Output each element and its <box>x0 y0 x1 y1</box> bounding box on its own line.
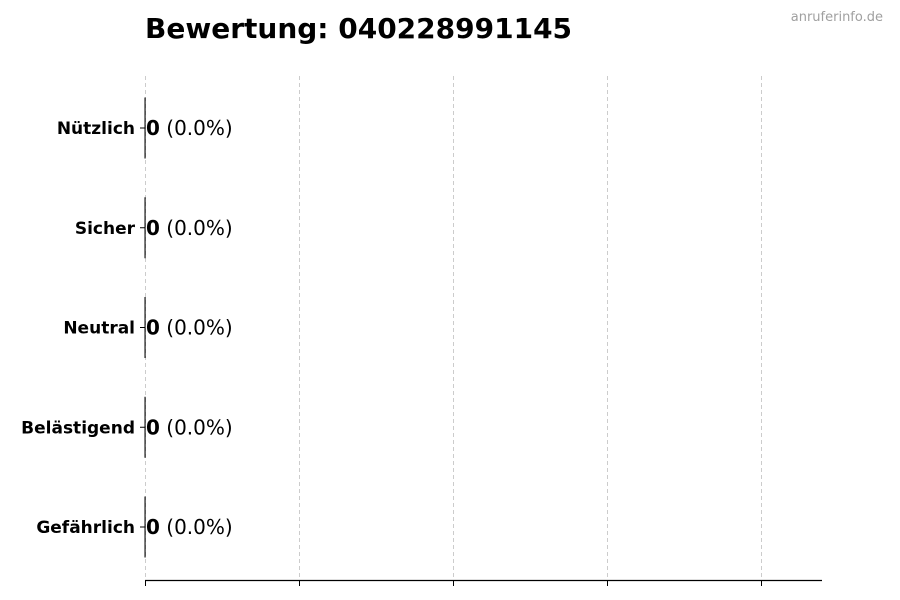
data-label: 0 (0.0%) <box>146 316 233 340</box>
data-label-percent: (0.0%) <box>160 515 233 539</box>
chart-title: Bewertung: 040228991145 <box>145 12 573 45</box>
y-tick-label: Belästigend <box>21 418 135 438</box>
y-tick-label: Neutral <box>63 319 135 339</box>
y-tick-label: Nützlich <box>57 119 135 139</box>
data-label-percent: (0.0%) <box>160 116 233 140</box>
data-label-count: 0 <box>146 216 160 240</box>
data-label-percent: (0.0%) <box>160 216 233 240</box>
data-label: 0 (0.0%) <box>146 415 233 439</box>
data-label: 0 (0.0%) <box>146 116 233 140</box>
data-label-count: 0 <box>146 515 160 539</box>
watermark: anruferinfo.de <box>790 10 883 25</box>
data-label-count: 0 <box>146 316 160 340</box>
data-label-percent: (0.0%) <box>160 415 233 439</box>
data-label-percent: (0.0%) <box>160 316 233 340</box>
data-label-count: 0 <box>146 116 160 140</box>
data-label-count: 0 <box>146 415 160 439</box>
data-label: 0 (0.0%) <box>146 216 233 240</box>
y-tick-label: Gefährlich <box>36 518 135 538</box>
data-label: 0 (0.0%) <box>146 515 233 539</box>
y-tick-label: Sicher <box>75 219 136 239</box>
